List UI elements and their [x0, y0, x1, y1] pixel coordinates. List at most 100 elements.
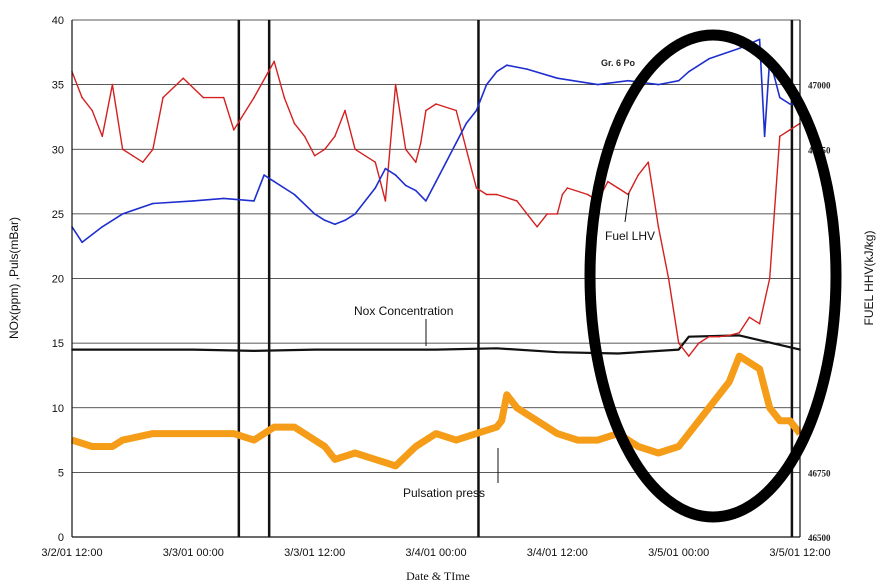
data-point-pulsation-press-33 [698, 419, 700, 422]
x-axis-title: Date & TIme [406, 569, 470, 583]
data-point-gr-6-po-23 [445, 161, 447, 163]
data-point-pulsation-press-5 [192, 432, 195, 435]
data-point-gr-6-po-32 [597, 83, 599, 86]
y-axis-title: NOx(ppm) ,Puls(mBar) [7, 217, 21, 339]
data-point-fuel-lhv-41 [566, 187, 569, 189]
data-point-gr-6-po-13 [334, 223, 336, 225]
data-point-fuel-lhv-24 [374, 161, 377, 163]
data-point-fuel-lhv-11 [202, 96, 205, 99]
series-line-pulsation-press [70, 352, 803, 470]
data-point-nox-concentration-9 [617, 352, 619, 355]
series-nox-concentration [71, 334, 801, 355]
data-point-pulsation-press-3 [121, 439, 124, 441]
data-point-fuel-lhv-52 [688, 355, 690, 357]
data-point-fuel-lhv-57 [738, 332, 741, 334]
data-point-gr-6-po-11 [313, 213, 316, 215]
x-tick-label-6: 3/5/01 12:00 [769, 547, 830, 559]
data-point-pulsation-press-19 [475, 432, 478, 435]
data-point-gr-6-po-17 [384, 167, 387, 170]
x-tick-label-2: 3/3/01 12:00 [284, 547, 345, 559]
y2-tick-label-1: 46750 [808, 468, 831, 478]
data-point-fuel-lhv-55 [718, 335, 720, 338]
data-point-gr-6-po-10 [293, 193, 296, 196]
data-point-fuel-lhv-13 [233, 129, 235, 131]
data-point-pulsation-press-21 [500, 419, 503, 422]
data-point-fuel-lhv-12 [222, 96, 225, 99]
annotation-pulsation-press: Pulsation press [403, 486, 485, 500]
y-tick-label-20: 20 [52, 274, 64, 286]
data-point-pulsation-press-13 [354, 452, 356, 454]
data-point-fuel-lhv-48 [647, 161, 650, 163]
data-point-gr-6-po-29 [506, 64, 508, 66]
data-point-fuel-lhv-3 [101, 135, 104, 138]
data-point-fuel-lhv-29 [420, 142, 422, 144]
data-point-fuel-lhv-31 [435, 103, 437, 105]
series-line-gr-6-po [71, 38, 800, 244]
data-point-fuel-lhv-8 [152, 148, 154, 151]
y2-axis-title: FUEL HHV(kJ/kg) [862, 231, 876, 326]
data-point-pulsation-press-4 [152, 432, 154, 435]
data-point-pulsation-press-35 [728, 381, 730, 383]
data-point-gr-6-po-28 [495, 70, 498, 73]
data-point-pulsation-press-6 [233, 432, 235, 435]
data-point-gr-6-po-39 [738, 47, 741, 50]
annotation-fuel-lhv: Fuel LHV [605, 229, 655, 243]
data-point-gr-6-po-37 [688, 70, 690, 73]
data-point-fuel-lhv-21 [334, 135, 336, 138]
data-point-fuel-lhv-61 [779, 135, 781, 138]
data-point-gr-6-po-40 [758, 38, 761, 41]
y-tick-label-35: 35 [52, 80, 64, 92]
data-point-pulsation-press-10 [313, 439, 316, 441]
data-point-fuel-lhv-22 [344, 109, 346, 112]
x-tick-label-3: 3/4/01 00:00 [405, 547, 466, 559]
data-point-pulsation-press-25 [556, 432, 559, 435]
x-tick-label-0: 3/2/01 12:00 [41, 547, 102, 559]
data-point-gr-6-po-27 [485, 83, 488, 86]
data-point-nox-concentration-10 [677, 348, 680, 351]
data-point-gr-6-po-41 [763, 135, 766, 138]
data-point-nox-concentration-8 [556, 351, 559, 354]
data-point-fuel-lhv-40 [561, 193, 564, 196]
data-point-pulsation-press-15 [394, 465, 397, 467]
lhv-leader-line [624, 192, 630, 223]
data-point-fuel-lhv-58 [748, 316, 751, 319]
data-point-nox-concentration-6 [435, 348, 437, 351]
data-point-pulsation-press-9 [293, 426, 296, 428]
data-point-nox-concentration-4 [313, 348, 316, 351]
data-point-pulsation-press-18 [455, 439, 458, 441]
data-point-pulsation-press-27 [597, 439, 599, 441]
data-point-fuel-lhv-2 [91, 109, 93, 112]
data-point-pulsation-press-7 [253, 439, 255, 441]
data-point-fuel-lhv-7 [142, 161, 144, 163]
data-point-fuel-lhv-25 [384, 200, 387, 202]
data-point-fuel-lhv-9 [162, 96, 164, 99]
data-point-gr-6-po-3 [121, 213, 124, 215]
data-point-fuel-lhv-15 [273, 60, 276, 63]
data-point-fuel-lhv-17 [293, 122, 296, 125]
data-point-fuel-lhv-18 [303, 135, 306, 138]
data-point-fuel-lhv-60 [768, 277, 771, 280]
data-point-fuel-lhv-44 [607, 180, 609, 183]
x-tick-label-4: 3/4/01 12:00 [527, 547, 588, 559]
data-point-fuel-lhv-5 [121, 148, 124, 151]
data-point-pulsation-press-39 [779, 419, 781, 422]
data-point-fuel-lhv-38 [546, 213, 548, 215]
data-point-fuel-lhv-35 [495, 193, 498, 196]
data-point-gr-6-po-19 [404, 184, 407, 187]
data-point-gr-6-po-22 [435, 180, 437, 183]
data-point-nox-concentration-7 [495, 347, 498, 350]
data-point-pulsation-press-23 [516, 407, 518, 409]
data-point-gr-6-po-16 [374, 187, 377, 189]
data-point-pulsation-press-8 [273, 426, 276, 428]
data-point-pulsation-press-12 [334, 458, 336, 461]
data-point-nox-concentration-2 [192, 348, 195, 351]
data-point-gr-6-po-14 [344, 219, 346, 222]
data-point-gr-6-po-18 [394, 174, 397, 176]
data-point-fuel-lhv-4 [111, 83, 114, 86]
data-point-fuel-lhv-6 [131, 154, 134, 157]
data-point-fuel-lhv-53 [698, 342, 700, 344]
data-point-pulsation-press-37 [758, 368, 761, 370]
x-tick-label-1: 3/3/01 00:00 [163, 547, 224, 559]
data-point-gr-6-po-2 [101, 226, 104, 228]
data-point-fuel-lhv-39 [556, 213, 559, 215]
